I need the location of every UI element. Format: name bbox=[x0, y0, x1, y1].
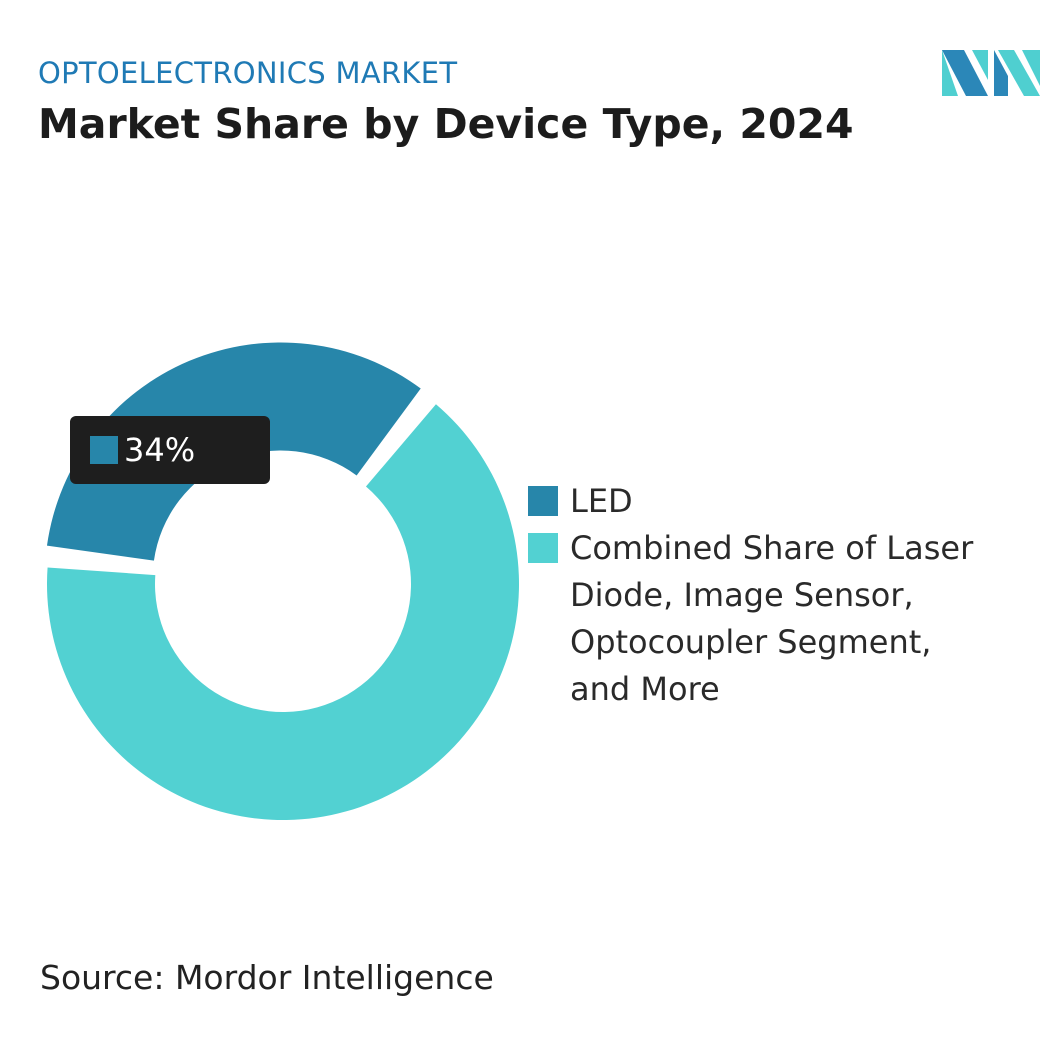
donut-slice-combined bbox=[47, 404, 520, 821]
chart-title: Market Share by Device Type, 2024 bbox=[38, 100, 854, 148]
legend: LED Combined Share of Laser Diode, Image… bbox=[528, 478, 990, 713]
legend-item-led: LED bbox=[528, 478, 990, 525]
legend-swatch-icon bbox=[528, 533, 558, 563]
legend-label: Combined Share of Laser Diode, Image Sen… bbox=[570, 529, 974, 708]
mordor-logo-icon bbox=[942, 50, 1040, 96]
data-label-led: 34% bbox=[70, 416, 270, 484]
led-swatch-icon bbox=[90, 436, 118, 464]
data-label-text: 34% bbox=[124, 431, 196, 469]
source-note: Source: Mordor Intelligence bbox=[40, 958, 494, 997]
legend-label: LED bbox=[570, 482, 633, 520]
legend-item-combined: Combined Share of Laser Diode, Image Sen… bbox=[528, 525, 990, 713]
chart-kicker: OPTOELECTRONICS MARKET bbox=[38, 56, 458, 90]
legend-swatch-icon bbox=[528, 486, 558, 516]
